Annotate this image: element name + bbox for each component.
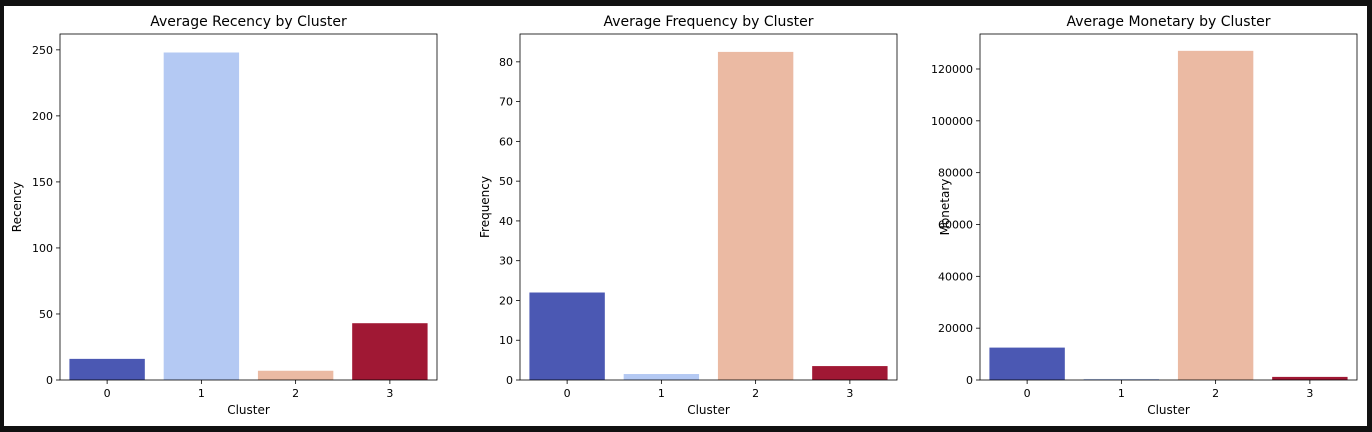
- recency-ytick-label: 150: [32, 176, 53, 189]
- recency-xtick-label: 1: [198, 387, 205, 400]
- monetary-ytick-label: 40000: [938, 270, 973, 283]
- recency-chart-title: Average Recency by Cluster: [150, 14, 347, 30]
- monetary-axes-frame: [979, 33, 1358, 381]
- frequency-axes-frame: [519, 33, 898, 381]
- frequency-ytick-label: 30: [499, 255, 513, 268]
- recency-xtick-label: 3: [386, 387, 393, 400]
- recency-xaxis-label: Cluster: [227, 403, 270, 417]
- frequency-xtick-label: 0: [564, 387, 571, 400]
- monetary-bar-2: [1177, 50, 1254, 380]
- monetary-bar-1: [1083, 378, 1160, 380]
- monetary-chart: 0 20000 40000 60000 80000 100000 120000 0 1 2 3 Clu…: [931, 14, 1358, 417]
- frequency-ytick-label: 10: [499, 334, 513, 347]
- recency-chart: 0 50 100 150 200 250 0 1 2 3 Cluster Recency Average…: [10, 14, 438, 417]
- frequency-ytick-label: 70: [499, 96, 513, 109]
- monetary-ytick-label: 60000: [938, 218, 973, 231]
- figure: 0 50 100 150 200 250 0 1 2 3 Cluster Recency Average…: [4, 6, 1367, 426]
- recency-ytick-label: 50: [39, 308, 53, 321]
- monetary-ytick-label: 0: [966, 374, 973, 387]
- frequency-yaxis-label: Frequency: [478, 176, 492, 238]
- recency-ytick-label: 0: [46, 374, 53, 387]
- frequency-ytick-label: 40: [499, 215, 513, 228]
- frequency-xtick-label: 2: [752, 387, 759, 400]
- monetary-chart-title: Average Monetary by Cluster: [1067, 14, 1271, 30]
- recency-yaxis-label: Recency: [10, 182, 24, 232]
- frequency-bar-1: [623, 374, 700, 380]
- monetary-xtick-label: 2: [1212, 387, 1219, 400]
- monetary-ytick-label: 100000: [931, 115, 973, 128]
- frequency-ytick-label: 20: [499, 294, 513, 307]
- recency-xtick-label: 0: [104, 387, 111, 400]
- monetary-ytick-label: 80000: [938, 167, 973, 180]
- frequency-ytick-label: 50: [499, 175, 513, 188]
- frequency-ytick-label: 80: [499, 56, 513, 69]
- monetary-bar-0: [989, 347, 1065, 380]
- frequency-xtick-label: 3: [846, 387, 853, 400]
- monetary-xtick-label: 0: [1024, 387, 1031, 400]
- recency-xtick-label: 2: [292, 387, 299, 400]
- monetary-yaxis-label: Monetary: [938, 179, 952, 236]
- recency-ytick-label: 250: [32, 44, 53, 57]
- recency-ytick-label: 200: [32, 110, 53, 123]
- frequency-xtick-label: 1: [658, 387, 665, 400]
- recency-axes-frame: [59, 33, 438, 381]
- frequency-bar-3: [812, 366, 888, 380]
- monetary-ytick-label: 20000: [938, 322, 973, 335]
- recency-bar-3: [352, 323, 428, 380]
- monetary-xaxis-label: Cluster: [1147, 403, 1190, 417]
- recency-bar-0: [69, 358, 145, 380]
- monetary-xtick-label: 1: [1118, 387, 1125, 400]
- frequency-ytick-label: 60: [499, 135, 513, 148]
- monetary-xtick-label: 3: [1306, 387, 1313, 400]
- monetary-ytick-label: 120000: [931, 63, 973, 76]
- recency-bar-1: [163, 52, 240, 381]
- frequency-bar-0: [529, 292, 605, 380]
- frequency-chart: 0 10 20 30 40 50 60 70 80 0 1 2 3 Cluster Frequency Ave…: [478, 14, 898, 417]
- frequency-bar-2: [717, 51, 794, 381]
- frequency-ytick-label: 0: [506, 374, 513, 387]
- recency-ytick-label: 100: [32, 242, 53, 255]
- recency-bar-2: [257, 370, 334, 380]
- frequency-chart-title: Average Frequency by Cluster: [603, 14, 813, 30]
- monetary-bar-3: [1272, 376, 1348, 380]
- frequency-xaxis-label: Cluster: [687, 403, 730, 417]
